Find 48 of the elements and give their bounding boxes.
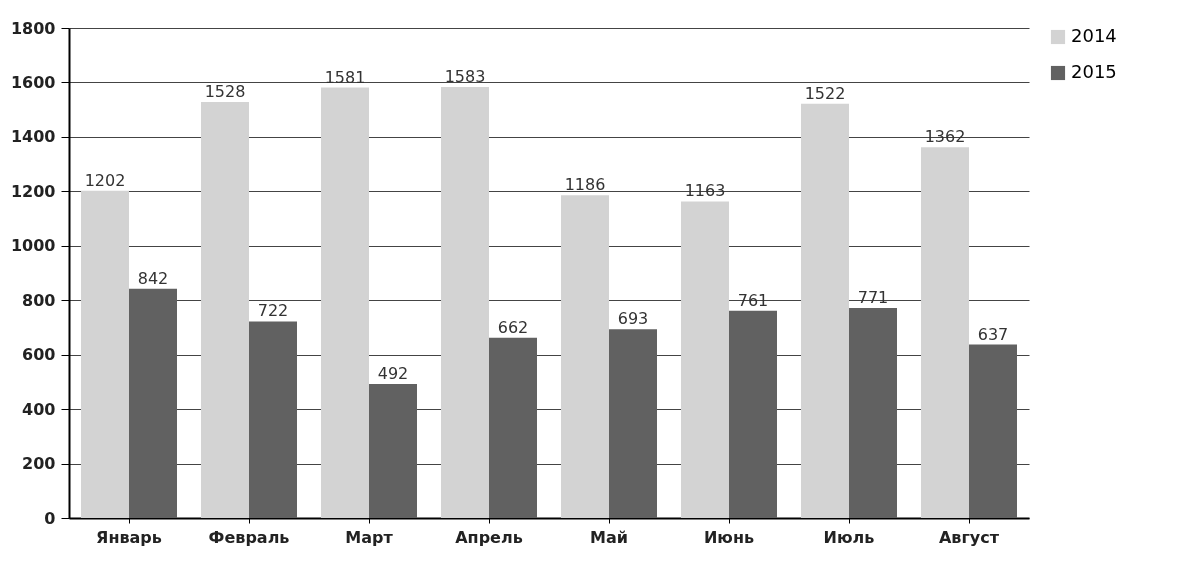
data-label: 1202 (84, 170, 126, 190)
bar (681, 201, 729, 518)
x-tick-label: Апрель (455, 527, 523, 547)
bar (609, 329, 657, 518)
bar (249, 321, 297, 518)
y-tick-label: 1000 (10, 236, 56, 256)
y-tick-label: 1400 (10, 127, 56, 147)
bar (129, 288, 177, 518)
legend-label: 2015 (1071, 61, 1117, 82)
bar (81, 190, 129, 518)
y-tick-label: 800 (22, 290, 56, 310)
y-tick-label: 1800 (10, 18, 56, 38)
bar (201, 102, 249, 518)
y-tick-label: 600 (22, 345, 56, 365)
y-tick-label: 200 (22, 454, 56, 474)
x-tick-label: Январь (96, 527, 162, 547)
x-tick-label: Август (938, 527, 1000, 547)
data-label: 492 (377, 364, 409, 384)
data-label: 1186 (564, 175, 606, 195)
x-tick-label: Май (590, 527, 628, 547)
bar (489, 337, 537, 518)
data-label: 722 (257, 301, 289, 321)
y-tick-label: 1600 (10, 72, 56, 92)
data-label: 1581 (324, 67, 366, 87)
legend-label: 2014 (1071, 25, 1117, 46)
bar (321, 87, 369, 518)
x-tick-label: Июль (823, 527, 875, 547)
bar (801, 103, 849, 518)
bar (561, 195, 609, 518)
bar (921, 147, 969, 518)
data-label: 1522 (804, 83, 846, 103)
bar (729, 310, 777, 518)
data-label: 693 (617, 309, 649, 329)
data-label: 1583 (444, 67, 486, 87)
data-label: 842 (137, 268, 169, 288)
x-tick-label: Июнь (703, 527, 755, 547)
data-label: 637 (977, 324, 1009, 344)
bar (969, 344, 1017, 518)
data-label: 662 (497, 317, 529, 337)
y-tick-label: 400 (22, 399, 56, 419)
y-tick-label: 1200 (10, 181, 56, 201)
x-tick-label: Февраль (208, 527, 290, 547)
data-label: 1528 (204, 82, 246, 102)
y-tick-label: 0 (44, 508, 56, 528)
x-tick-label: Март (345, 527, 394, 547)
bar (441, 87, 489, 518)
bar (849, 308, 897, 518)
bar (369, 384, 417, 518)
